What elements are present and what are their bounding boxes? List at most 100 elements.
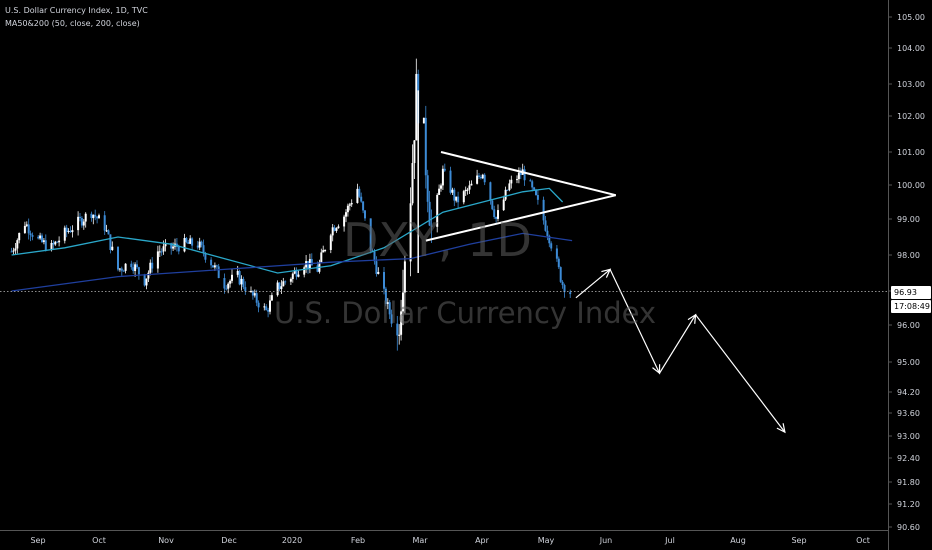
symbol-title[interactable]: U.S. Dollar Currency Index, 1D, TVC — [5, 6, 148, 15]
candle-body — [202, 245, 205, 253]
candle-body — [449, 170, 452, 193]
candle-body — [183, 238, 186, 252]
candle-body — [535, 189, 537, 196]
price-tick-label: 102.00 — [897, 112, 925, 121]
candle-body — [187, 241, 190, 244]
candle-body — [223, 278, 226, 289]
candle-body — [413, 140, 416, 164]
candle-body — [56, 241, 59, 243]
candle-body — [143, 274, 146, 286]
candle-body — [257, 302, 260, 308]
price-tick-label: 101.00 — [897, 148, 925, 157]
candle-body — [200, 241, 203, 246]
candle-body — [468, 185, 471, 190]
candle-body — [105, 230, 108, 232]
candle-body — [466, 189, 469, 191]
candle-body — [25, 224, 28, 226]
candle-body — [107, 230, 110, 235]
candle-body — [438, 188, 441, 195]
candle-body — [345, 212, 347, 217]
candle-body — [546, 230, 549, 236]
candle-body — [383, 272, 385, 289]
time-axis[interactable]: Sep Oct Nov Dec 2020 Feb Mar Apr May Jun Jul Aug Sep… — [30, 536, 869, 545]
candle-body — [79, 216, 81, 218]
time-tick-label: Sep — [791, 536, 806, 545]
candle-body — [398, 334, 401, 336]
price-tick-label: 92.40 — [897, 454, 920, 463]
candle-body — [386, 302, 389, 304]
candle-body — [516, 179, 518, 181]
triangle-lower-line — [425, 194, 617, 242]
candle-body — [483, 174, 486, 183]
candle-body — [253, 293, 256, 296]
candle-body — [453, 189, 456, 201]
price-tick-label: 103.00 — [897, 80, 925, 89]
time-tick-label: Mar — [412, 536, 428, 545]
candle-body — [217, 266, 220, 279]
candle-body — [542, 199, 545, 221]
candle-body — [293, 270, 296, 274]
candle-body — [41, 235, 43, 243]
candle-body — [255, 293, 258, 303]
candle-body — [529, 180, 532, 182]
candle-body — [160, 251, 163, 253]
candle-body — [120, 268, 123, 271]
candle-body — [548, 235, 551, 244]
candle-body — [504, 189, 507, 200]
candle-body — [441, 168, 444, 186]
candle-body — [402, 292, 404, 312]
candle-body — [65, 227, 68, 232]
indicator-legend[interactable]: MA50&200 (50, close, 200, close) — [5, 19, 140, 28]
candle-body — [436, 194, 439, 227]
projection-arrowhead — [687, 313, 697, 324]
candle-body — [136, 264, 138, 268]
candle-body — [109, 234, 112, 250]
candle-body — [508, 183, 511, 191]
candle-body — [358, 188, 361, 197]
candle-body — [544, 220, 547, 231]
candle-body — [54, 241, 57, 245]
candle-body — [137, 267, 140, 275]
candle-body — [331, 227, 334, 236]
time-tick-label: 2020 — [282, 536, 302, 545]
candle-body — [559, 267, 562, 282]
candle-body — [117, 246, 119, 270]
candle-body — [489, 182, 492, 201]
candle-body — [52, 242, 55, 245]
drawing-tools — [417, 90, 786, 434]
candle-body — [122, 270, 125, 272]
candle-body — [356, 188, 359, 203]
candle-body — [478, 175, 480, 177]
candle-body — [276, 282, 279, 296]
time-tick-label: Feb — [351, 536, 365, 545]
time-tick-label: Aug — [730, 536, 746, 545]
candle-body — [455, 196, 458, 201]
candle-body — [269, 300, 271, 312]
candle-body — [231, 274, 233, 281]
candle-body — [69, 230, 72, 233]
candle-body — [369, 218, 372, 251]
candle-body — [12, 250, 15, 252]
price-tick-label: 98.00 — [897, 251, 920, 260]
candle-body — [375, 261, 378, 274]
price-tick-label: 90.60 — [897, 523, 920, 532]
candle-body — [550, 243, 553, 249]
candle-body — [156, 251, 159, 269]
candle-body — [189, 238, 192, 244]
price-axis[interactable]: 105.00 104.00 103.00 102.00 101.00 100.00 99.0… — [888, 13, 925, 532]
candle-body — [476, 175, 479, 184]
candle-body — [536, 195, 539, 200]
candle-body — [400, 311, 403, 335]
candle-body — [270, 295, 273, 301]
candle-body — [164, 243, 167, 247]
candle-body — [42, 240, 45, 243]
candle-body — [98, 215, 100, 219]
ma200-line — [11, 232, 573, 292]
candle-body — [158, 251, 161, 253]
candle-body — [569, 292, 572, 295]
candle-body — [177, 246, 180, 252]
candle-body — [251, 290, 254, 296]
candle-body — [282, 281, 285, 287]
candle-body — [396, 323, 399, 336]
